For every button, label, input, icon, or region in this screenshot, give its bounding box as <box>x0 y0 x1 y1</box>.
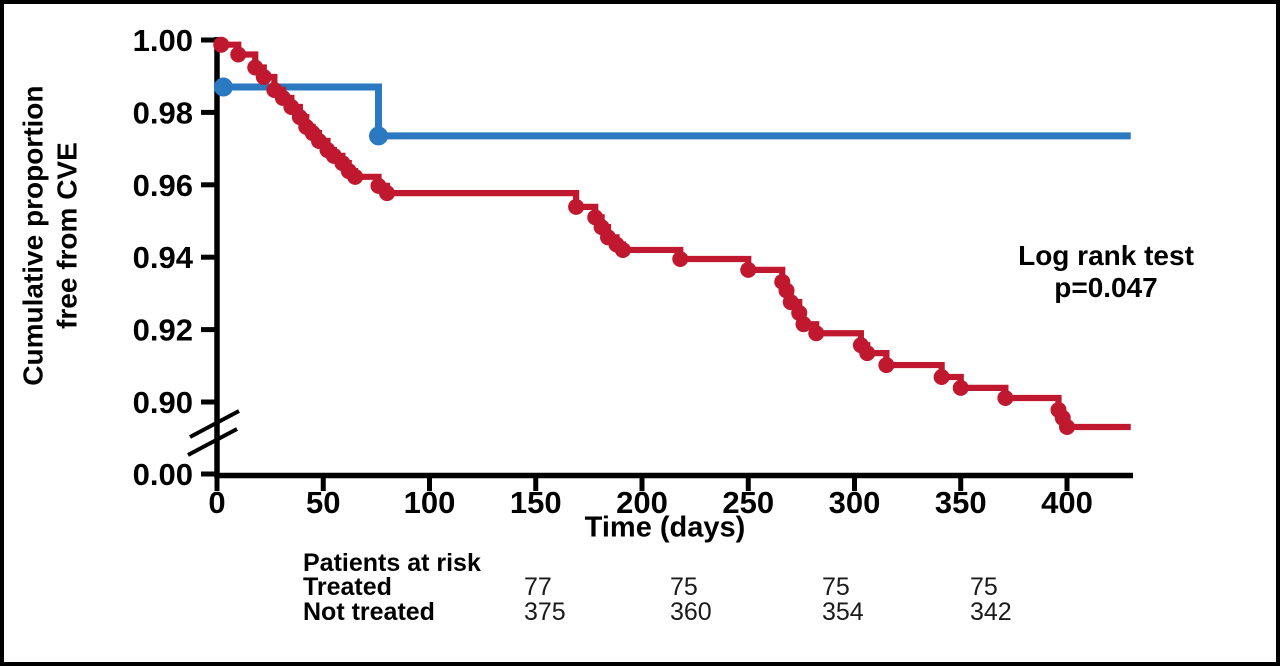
y-tick-label: 0.00 <box>133 457 193 492</box>
y-tick-label: 0.94 <box>133 240 194 275</box>
event-dot-treated <box>213 77 233 97</box>
risk-value-treated-col4: 75 <box>970 573 998 601</box>
x-tick-label: 100 <box>404 485 456 520</box>
logrank-annotation-line2: p=0.047 <box>1054 272 1158 303</box>
risk-value-treated-col1: 77 <box>524 573 552 601</box>
y-axis-break-slash-1 <box>189 409 240 439</box>
y-tick-label: 1.00 <box>133 23 193 58</box>
event-dot-not-treated <box>1059 418 1075 435</box>
x-tick-label: 50 <box>306 485 340 520</box>
y-axis-break-slash-2 <box>187 427 238 457</box>
y-tick-label: 0.90 <box>133 385 193 420</box>
series-curve-treated <box>223 83 1131 140</box>
y-axis-title-line1: Cumulative proportion <box>17 85 49 386</box>
x-tick-label: 300 <box>829 485 881 520</box>
y-tick-label: 0.92 <box>133 313 193 348</box>
event-dot-not-treated <box>379 185 395 202</box>
risk-table-row-label-treated: Treated <box>303 573 392 601</box>
logrank-annotation-line1: Log rank test <box>1018 240 1194 271</box>
risk-value-treated-col2: 75 <box>670 573 698 601</box>
x-tick-label: 250 <box>722 485 774 520</box>
event-dot-not-treated <box>997 390 1014 407</box>
event-dot-not-treated <box>795 316 812 333</box>
y-tick-label: 0.96 <box>133 168 193 203</box>
risk-value-treated-col3: 75 <box>822 573 850 601</box>
y-axis-title-line2: free from CVE <box>51 142 82 329</box>
x-tick-label: 200 <box>616 485 668 520</box>
event-dot-not-treated <box>952 379 969 396</box>
x-tick-label: 350 <box>935 485 987 520</box>
risk-table-row-label-not-treated: Not treated <box>303 598 435 626</box>
event-dot-not-treated <box>740 261 757 278</box>
event-dot-not-treated <box>859 345 876 362</box>
event-dot-not-treated <box>347 168 364 185</box>
event-dot-not-treated <box>213 36 230 53</box>
event-dot-not-treated <box>672 251 689 268</box>
event-dot-not-treated <box>568 198 585 215</box>
event-dot-treated <box>369 126 388 146</box>
event-dot-not-treated <box>878 357 895 374</box>
series-curve-not-treated <box>221 41 1131 431</box>
event-dot-not-treated <box>782 294 799 311</box>
x-tick-label: 400 <box>1041 485 1093 520</box>
x-tick-label: 150 <box>510 485 562 520</box>
risk-value-not-treated-col2: 360 <box>670 598 712 626</box>
risk-value-not-treated-col4: 342 <box>970 598 1012 626</box>
risk-value-not-treated-col3: 354 <box>822 598 864 626</box>
event-dot-not-treated <box>614 241 631 258</box>
event-dot-not-treated <box>230 46 247 63</box>
risk-value-not-treated-col1: 375 <box>524 598 566 626</box>
event-dot-not-treated <box>255 68 272 85</box>
event-dot-not-treated <box>808 325 825 342</box>
x-axis-title: Time (days) <box>584 511 746 544</box>
event-dot-not-treated <box>933 369 950 386</box>
risk-table-title: Patients at risk <box>303 549 481 577</box>
y-tick-label: 0.98 <box>133 95 193 130</box>
x-tick-label: 0 <box>208 485 225 520</box>
